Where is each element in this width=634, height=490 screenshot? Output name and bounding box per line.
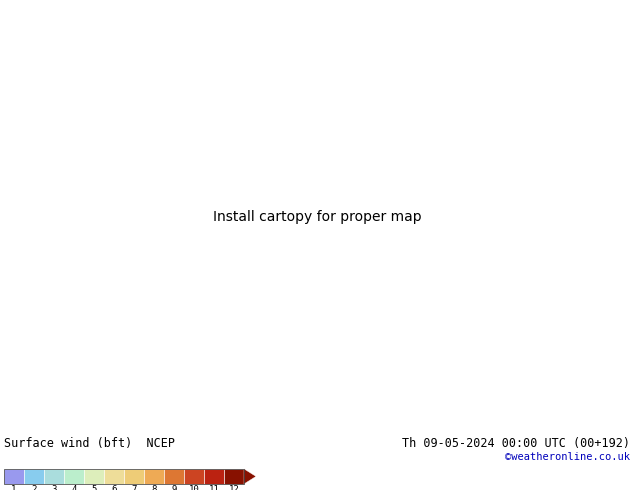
- Text: 9: 9: [171, 485, 177, 490]
- Text: 7: 7: [131, 485, 137, 490]
- Bar: [224, 469, 244, 484]
- Text: 11: 11: [209, 485, 219, 490]
- Bar: [204, 469, 224, 484]
- Text: Surface wind (bft)  NCEP: Surface wind (bft) NCEP: [4, 437, 175, 450]
- Bar: [144, 469, 164, 484]
- Bar: [4, 469, 244, 484]
- Bar: [184, 469, 204, 484]
- Bar: [64, 469, 84, 484]
- Text: 3: 3: [51, 485, 56, 490]
- Text: 8: 8: [152, 485, 157, 490]
- Bar: [84, 469, 104, 484]
- Text: 5: 5: [91, 485, 97, 490]
- Text: 4: 4: [71, 485, 77, 490]
- Text: 12: 12: [229, 485, 240, 490]
- Text: ©weatheronline.co.uk: ©weatheronline.co.uk: [505, 452, 630, 462]
- Bar: [4, 469, 24, 484]
- Text: Install cartopy for proper map: Install cartopy for proper map: [212, 210, 422, 224]
- Bar: [104, 469, 124, 484]
- Text: 10: 10: [189, 485, 199, 490]
- Text: Th 09-05-2024 00:00 UTC (00+192): Th 09-05-2024 00:00 UTC (00+192): [402, 437, 630, 450]
- FancyArrow shape: [244, 469, 256, 484]
- Bar: [24, 469, 44, 484]
- Bar: [44, 469, 64, 484]
- Text: 6: 6: [112, 485, 117, 490]
- Bar: [164, 469, 184, 484]
- Bar: [124, 469, 144, 484]
- Text: 2: 2: [31, 485, 37, 490]
- Text: 1: 1: [11, 485, 16, 490]
